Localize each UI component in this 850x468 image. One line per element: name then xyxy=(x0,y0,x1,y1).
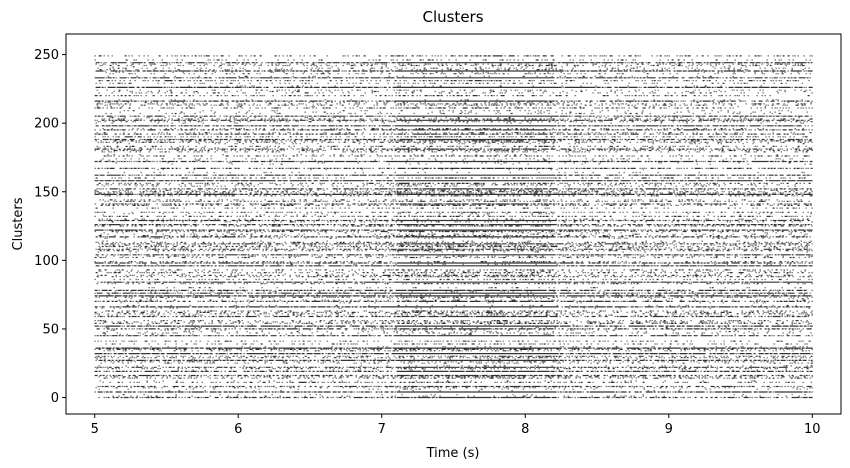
x-tick-label: 7 xyxy=(378,422,386,437)
plot-frame xyxy=(65,33,842,415)
y-tick-label: 0 xyxy=(51,391,59,406)
x-tick-label: 9 xyxy=(665,422,673,437)
y-tick-label: 150 xyxy=(34,185,59,200)
y-tick-label: 200 xyxy=(34,117,59,132)
x-tick-label: 10 xyxy=(804,422,821,437)
x-axis-title: Time (s) xyxy=(426,446,480,461)
spike-layer xyxy=(94,55,813,399)
x-tick-label: 5 xyxy=(91,422,99,437)
y-axis: 0 50 100 150 200 250 xyxy=(34,48,66,406)
chart-title: Clusters xyxy=(422,8,483,26)
y-tick-label: 50 xyxy=(42,322,59,337)
x-tick-label: 6 xyxy=(234,422,242,437)
y-axis-title: Clusters xyxy=(11,197,26,250)
y-tick-label: 100 xyxy=(34,254,59,269)
spike-marks xyxy=(94,55,813,399)
x-axis: 5 6 7 8 9 10 xyxy=(91,414,821,437)
x-tick-label: 8 xyxy=(521,422,529,437)
y-tick-label: 250 xyxy=(34,48,59,63)
